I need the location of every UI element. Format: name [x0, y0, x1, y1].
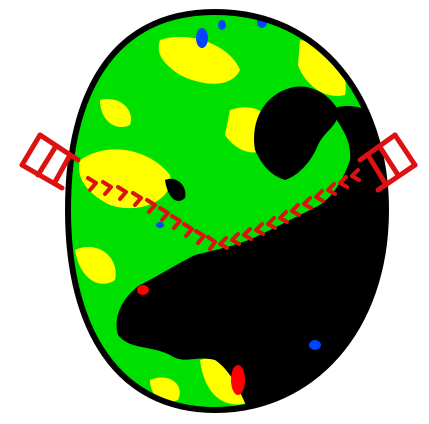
- chevron-track: [86, 168, 361, 251]
- red-spots: [137, 285, 245, 395]
- outline: [64, 8, 390, 414]
- left-ladder: [19, 132, 81, 191]
- map-body: [68, 12, 386, 410]
- land: [116, 86, 386, 410]
- right-ladder: [357, 132, 418, 193]
